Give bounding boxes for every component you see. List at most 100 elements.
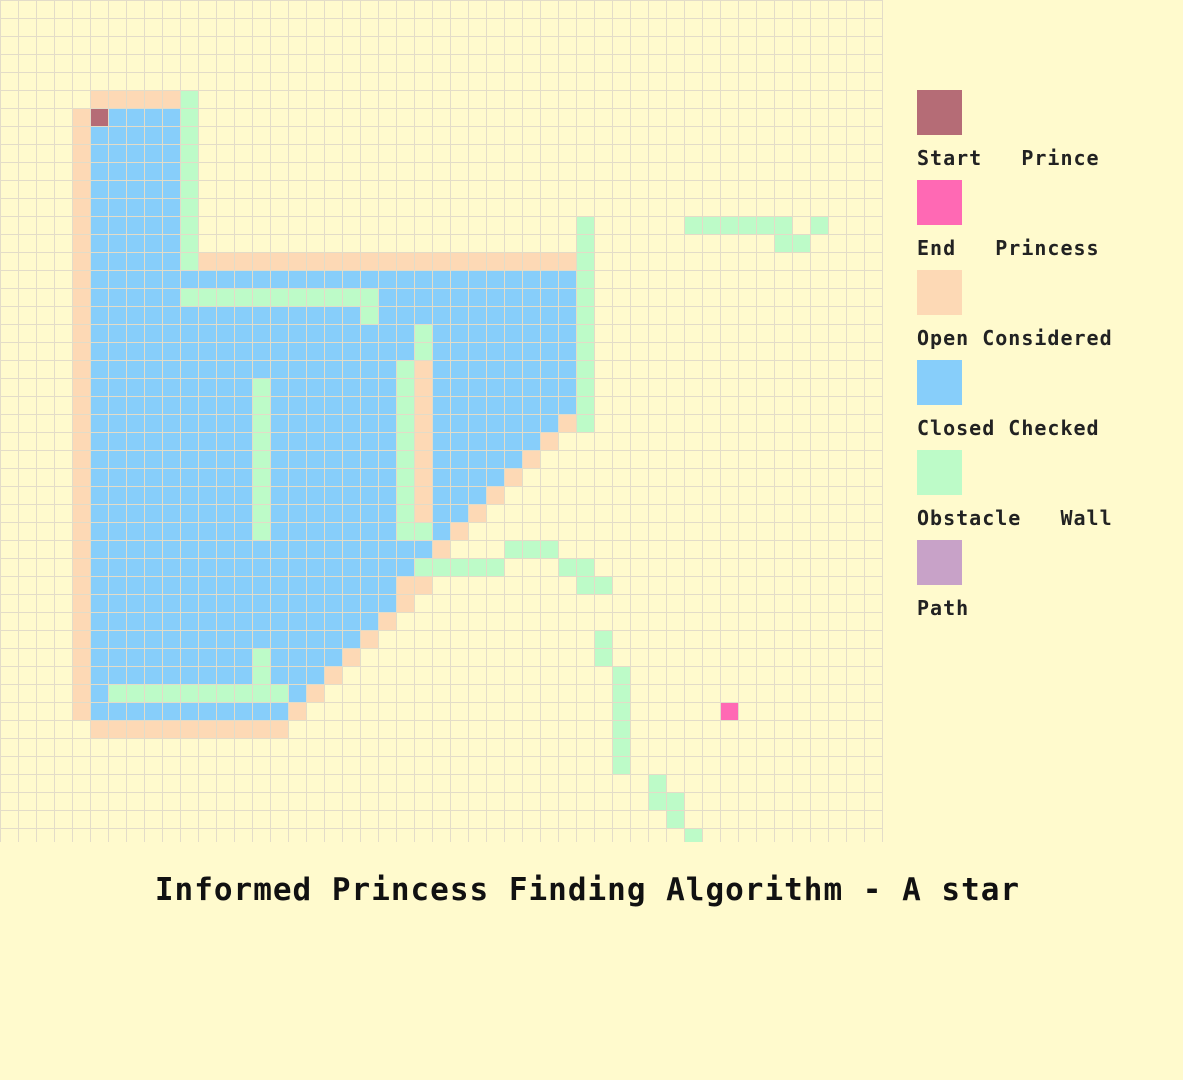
open-cell bbox=[270, 720, 288, 738]
obstacle-cell bbox=[252, 684, 270, 702]
obstacle-cell bbox=[648, 792, 666, 810]
closed-cell bbox=[558, 270, 576, 288]
closed-cell bbox=[432, 450, 450, 468]
closed-cell bbox=[522, 432, 540, 450]
obstacle-cell bbox=[252, 288, 270, 306]
obstacle-cell bbox=[162, 684, 180, 702]
closed-cell bbox=[378, 558, 396, 576]
obstacle-cell bbox=[270, 288, 288, 306]
closed-cell bbox=[90, 324, 108, 342]
closed-cell bbox=[216, 270, 234, 288]
closed-cell bbox=[360, 414, 378, 432]
open-cell bbox=[486, 252, 504, 270]
open-cell bbox=[72, 504, 90, 522]
closed-cell bbox=[306, 468, 324, 486]
closed-cell bbox=[504, 324, 522, 342]
closed-cell bbox=[90, 162, 108, 180]
closed-cell bbox=[180, 468, 198, 486]
obstacle-cell bbox=[270, 684, 288, 702]
closed-cell bbox=[396, 558, 414, 576]
closed-cell bbox=[180, 414, 198, 432]
closed-cell bbox=[450, 360, 468, 378]
obstacle-cell bbox=[576, 360, 594, 378]
closed-cell bbox=[342, 612, 360, 630]
closed-cell bbox=[342, 558, 360, 576]
closed-cell bbox=[180, 270, 198, 288]
closed-cell bbox=[234, 612, 252, 630]
closed-cell bbox=[270, 360, 288, 378]
closed-cell bbox=[378, 594, 396, 612]
closed-cell bbox=[540, 396, 558, 414]
closed-cell bbox=[450, 270, 468, 288]
closed-cell bbox=[324, 540, 342, 558]
closed-cell bbox=[144, 306, 162, 324]
closed-cell bbox=[180, 486, 198, 504]
closed-cell bbox=[360, 612, 378, 630]
obstacle-cell bbox=[396, 432, 414, 450]
closed-cell bbox=[144, 486, 162, 504]
closed-cell bbox=[144, 630, 162, 648]
closed-cell bbox=[216, 342, 234, 360]
closed-cell bbox=[306, 360, 324, 378]
closed-cell bbox=[216, 522, 234, 540]
closed-cell bbox=[162, 414, 180, 432]
obstacle-cell bbox=[540, 540, 558, 558]
closed-cell bbox=[468, 486, 486, 504]
closed-cell bbox=[234, 468, 252, 486]
closed-cell bbox=[450, 486, 468, 504]
open-cell bbox=[72, 306, 90, 324]
closed-cell bbox=[216, 450, 234, 468]
closed-cell bbox=[396, 288, 414, 306]
closed-cell bbox=[144, 180, 162, 198]
closed-cell bbox=[540, 360, 558, 378]
closed-cell bbox=[432, 324, 450, 342]
closed-cell bbox=[90, 468, 108, 486]
closed-cell bbox=[234, 540, 252, 558]
closed-cell bbox=[180, 612, 198, 630]
closed-cell bbox=[342, 630, 360, 648]
closed-cell bbox=[324, 414, 342, 432]
closed-cell bbox=[90, 612, 108, 630]
closed-cell bbox=[324, 342, 342, 360]
closed-cell bbox=[108, 216, 126, 234]
closed-cell bbox=[288, 360, 306, 378]
closed-cell bbox=[198, 468, 216, 486]
closed-cell bbox=[180, 306, 198, 324]
closed-cell bbox=[486, 342, 504, 360]
obstacle-cell bbox=[396, 468, 414, 486]
closed-cell bbox=[288, 684, 306, 702]
open-cell bbox=[72, 396, 90, 414]
closed-cell bbox=[144, 342, 162, 360]
closed-cell bbox=[126, 108, 144, 126]
closed-cell bbox=[90, 252, 108, 270]
closed-cell bbox=[378, 342, 396, 360]
open-cell bbox=[414, 396, 432, 414]
closed-cell bbox=[126, 126, 144, 144]
closed-cell bbox=[162, 594, 180, 612]
closed-cell bbox=[504, 450, 522, 468]
closed-cell bbox=[198, 702, 216, 720]
closed-cell bbox=[432, 486, 450, 504]
closed-cell bbox=[108, 576, 126, 594]
legend-item-closed: Closed Checked bbox=[917, 360, 1177, 450]
open-cell bbox=[540, 432, 558, 450]
closed-cell bbox=[540, 306, 558, 324]
closed-cell bbox=[126, 324, 144, 342]
closed-cell bbox=[108, 144, 126, 162]
closed-cell bbox=[540, 414, 558, 432]
closed-cell bbox=[198, 432, 216, 450]
closed-cell bbox=[234, 324, 252, 342]
open-cell bbox=[72, 684, 90, 702]
closed-cell bbox=[162, 648, 180, 666]
closed-cell bbox=[108, 612, 126, 630]
closed-cell bbox=[306, 432, 324, 450]
closed-cell bbox=[144, 450, 162, 468]
closed-cell bbox=[108, 198, 126, 216]
closed-cell bbox=[324, 396, 342, 414]
closed-cell bbox=[342, 594, 360, 612]
closed-cell bbox=[558, 378, 576, 396]
open-cell bbox=[72, 612, 90, 630]
obstacle-cell bbox=[576, 324, 594, 342]
closed-cell bbox=[558, 342, 576, 360]
closed-cell bbox=[324, 270, 342, 288]
